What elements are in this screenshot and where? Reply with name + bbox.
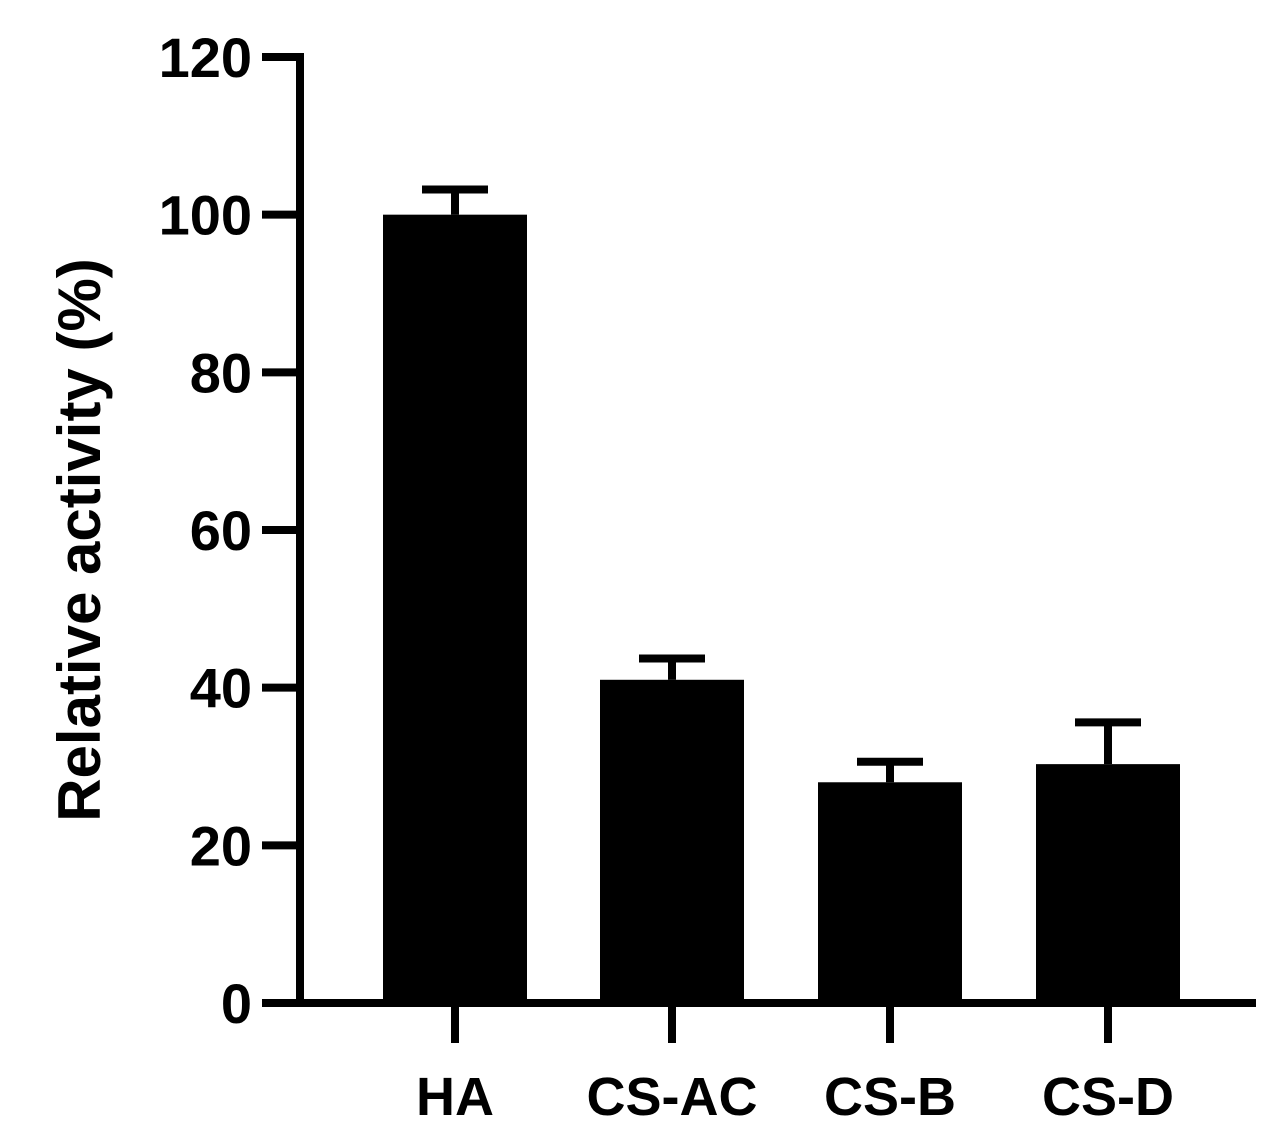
y-axis-title: Relative activity (%) (46, 258, 113, 822)
x-tick-label-cs-b: CS-B (824, 1067, 956, 1127)
y-tick-label-20: 20 (190, 814, 252, 877)
y-tick-label-120: 120 (159, 26, 252, 89)
bar-cs-ac (600, 679, 744, 1003)
bar-cs-b (818, 782, 962, 1003)
y-tick-label-100: 100 (159, 184, 252, 247)
chart-marks: 0 20 40 60 80 100 120 HA CS-AC CS-B CS-D (159, 26, 1256, 1127)
x-tick-label-ha: HA (416, 1067, 494, 1127)
y-tick-label-60: 60 (190, 499, 252, 562)
y-tick-label-0: 0 (221, 972, 252, 1035)
x-tick-label-cs-d: CS-D (1042, 1067, 1174, 1127)
y-tick-label-40: 40 (190, 657, 252, 720)
y-tick-label-80: 80 (190, 341, 252, 404)
bar-ha (383, 214, 527, 1003)
x-tick-label-cs-ac: CS-AC (587, 1067, 758, 1127)
bar-cs-d (1036, 764, 1180, 1003)
